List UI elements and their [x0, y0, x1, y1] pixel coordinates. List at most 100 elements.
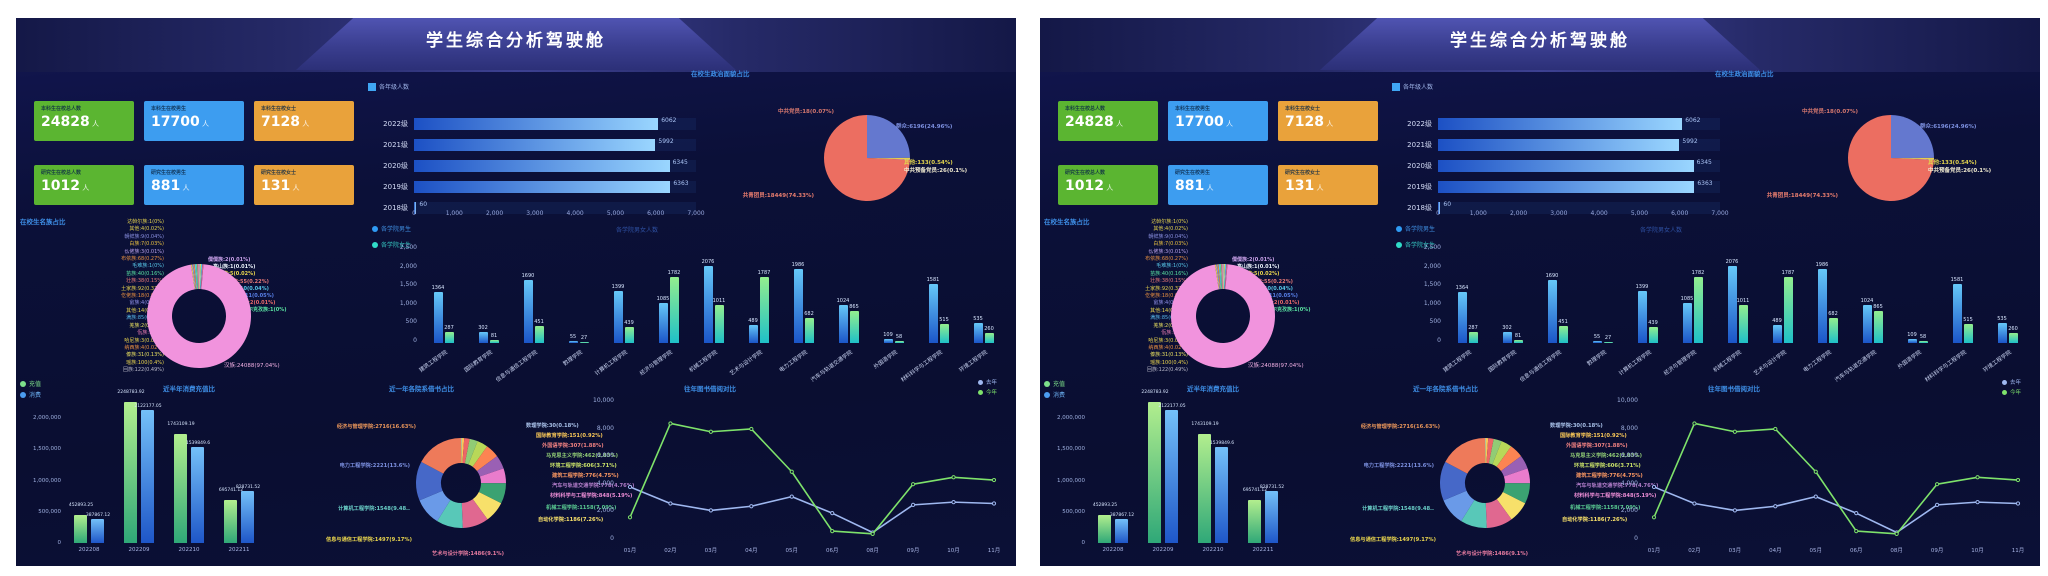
college-bar-male: [1592, 340, 1602, 343]
borrow-label-机械工程学院: 机械工程学院:1158(7.09%): [546, 505, 617, 511]
line-legend-thisyear[interactable]: 今年: [2002, 388, 2021, 396]
legend-swatch-icon: [368, 82, 376, 91]
grade-axis-tick: 0: [412, 210, 416, 217]
ethnic-label: 纳西族:4(0.02%): [1148, 344, 1188, 351]
college-bar-female: [444, 332, 454, 343]
pie-slice-群众: [1891, 115, 1934, 158]
grade-legend-label: 各年级人数: [1403, 84, 1434, 91]
grade-bar: [414, 201, 417, 214]
college-y-tick: 1,500: [399, 281, 417, 289]
line-x-label: 02月: [664, 548, 677, 554]
legend-dot-icon: [2002, 389, 2007, 395]
grade-legend-label: 各年级人数: [379, 84, 410, 91]
grade-bar: [414, 159, 670, 172]
chart-svg: [416, 438, 506, 528]
grade-chart-legend[interactable]: 各年级人数: [368, 82, 409, 91]
college-legend-female[interactable]: 各学院女生: [1396, 240, 1435, 249]
consume-bar-consume: [1165, 410, 1178, 543]
college-side-title: 各学院男女人数: [1640, 227, 1683, 234]
consume-legend-consume[interactable]: 消费: [1044, 390, 1065, 399]
ethnic-label: 佤族:1(0%): [18, 330, 164, 337]
college-y-tick: 500: [405, 318, 417, 326]
consume-x-label: 202210: [178, 547, 200, 553]
line-chart-plot: [1640, 390, 2032, 548]
stat-card: 本科生在校男生 17700 人: [1168, 101, 1268, 141]
line-point: [1692, 501, 1697, 506]
ethnic-label: 壮族:38(0.15%): [1150, 278, 1188, 285]
college-bar-female: [1558, 326, 1568, 343]
line-y-tick: 8,000: [1620, 424, 1638, 432]
grade-axis-tick: 7,000: [1711, 210, 1729, 217]
ethnic-main-slice: [1171, 264, 1275, 368]
borrow-slice-艺术与设计学院: [1485, 499, 1512, 528]
borrow-slice-计算机工程学院: [419, 490, 451, 522]
stat-card-label: 本科生在校女士: [261, 106, 297, 112]
stat-card-value: 7128 人: [1285, 114, 1334, 130]
ethnic-label: 畲族:4(0.02%): [1153, 300, 1188, 307]
line-point: [911, 502, 916, 507]
consume-bar-recharge: [174, 434, 187, 543]
consume-bar-recharge: [1148, 402, 1161, 543]
borrow-label-外国语学院: 外国语学院:307(1.88%): [1566, 443, 1628, 449]
grade-chart-legend[interactable]: 各年级人数: [1392, 82, 1433, 91]
line-point: [991, 501, 997, 506]
borrow-donut-title: 近一年各院系借书占比: [389, 385, 454, 393]
ethnic-label: 藏族:11(0.05%): [233, 293, 274, 299]
college-y-tick: 0: [1437, 337, 1441, 344]
college-bar-value: 2076: [701, 258, 715, 265]
college-x-label: 建筑工程学院: [1441, 349, 1473, 374]
chart-svg: [1440, 438, 1530, 528]
college-legend-male[interactable]: 各学院男生: [1396, 224, 1435, 233]
ethnic-label: 蒙古族:55(0.22%): [223, 278, 269, 285]
consume-legend-consume[interactable]: 消费: [20, 390, 41, 399]
line-legend-lastyear[interactable]: 去年: [2002, 378, 2021, 386]
page-title: 学生综合分析驾驶舱: [1450, 31, 1630, 51]
borrow-slice-信息与通信工程学院: [437, 499, 463, 528]
stat-card-label: 本科生在校总人数: [1065, 106, 1106, 112]
line-point: [708, 429, 713, 434]
line-point: [870, 531, 875, 536]
college-bar-male: [1952, 284, 1962, 343]
college-bar-value: 1364: [1455, 285, 1469, 292]
college-bar-male: [1997, 323, 2007, 343]
college-bar-female: [1513, 339, 1523, 343]
ethnic-label: 羌族:2(0.01%): [129, 322, 164, 329]
borrow-slice-经济与管理学院: [421, 438, 461, 474]
stat-card-label: 研究生在校总人数: [1065, 170, 1106, 176]
stat-card: 研究生在校总人数 1012 人: [1058, 165, 1158, 205]
legend-dot-icon: [20, 380, 26, 387]
consume-bar-value: 1539849.6: [1209, 440, 1235, 446]
college-legend-male[interactable]: 各学院男生: [372, 224, 411, 233]
college-bar-female: [1648, 326, 1658, 343]
borrow-label-信息与通信工程学院: 信息与通信工程学院:1497(9.17%): [1350, 537, 1436, 543]
stat-card-unit: 人: [290, 184, 300, 192]
grade-bar: [414, 138, 656, 151]
line-point: [749, 426, 754, 432]
consume-legend-recharge[interactable]: 充值: [20, 379, 41, 388]
ethnic-label: 白族:7(0.03%): [1153, 241, 1188, 248]
line-point: [830, 529, 835, 534]
line-legend-thisyear[interactable]: 今年: [978, 388, 997, 396]
ethnic-label: 柯尔克孜族:1(0%): [243, 307, 287, 314]
college-legend-female[interactable]: 各学院女生: [372, 240, 411, 249]
college-y-tick: 0: [413, 337, 417, 344]
line-legend-lastyear[interactable]: 去年: [978, 378, 997, 386]
consume-x-label: 202208: [1102, 547, 1124, 553]
stat-card: 研究生在校总人数 1012 人: [34, 165, 134, 205]
college-bar-value: 682: [1828, 310, 1838, 317]
line-point: [1894, 531, 1899, 536]
consume-x-label: 202211: [1252, 547, 1274, 553]
consume-legend-recharge[interactable]: 充值: [1044, 379, 1065, 388]
grade-bar-track: 6345: [1438, 159, 1720, 172]
college-bar-value: 1011: [712, 298, 726, 305]
college-bar-value: 1581: [926, 277, 940, 284]
line-x-label: 06月: [825, 548, 839, 554]
college-bar-female: [1603, 341, 1613, 343]
grade-bar-value: 6363: [1697, 179, 1713, 187]
grade-bar-row: 2022级 6062: [356, 113, 696, 134]
legend-swatch-icon: [1392, 82, 1400, 91]
line-point: [749, 504, 754, 509]
line-x-label: 05月: [785, 548, 799, 554]
college-bar-male: [1637, 290, 1647, 343]
college-bar-value: 260: [984, 326, 994, 333]
